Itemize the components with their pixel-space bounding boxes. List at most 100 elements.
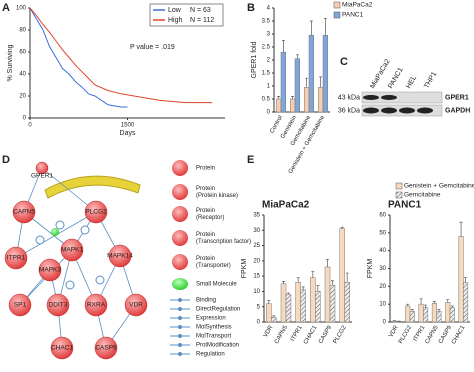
edge-marker xyxy=(95,275,105,285)
y-tick-label: 80 xyxy=(19,28,26,34)
node-label: VDR xyxy=(129,302,143,309)
node-label: MAPK1 xyxy=(61,247,83,254)
panel-label: C xyxy=(340,56,348,68)
node xyxy=(60,238,84,262)
y-tick-label: 60 xyxy=(19,50,26,56)
bar xyxy=(317,87,324,113)
y-axis-label: % Surviving xyxy=(7,44,14,81)
error-bar xyxy=(267,300,271,304)
bar xyxy=(405,305,411,323)
y-tick-label: 2.5 xyxy=(262,45,271,51)
legend-label: Protein xyxy=(196,256,215,262)
y-tick-label: 0 xyxy=(267,110,271,116)
size-label: 43 kDa xyxy=(338,94,360,101)
y-tick-label: 30 xyxy=(379,266,386,272)
y-tick-label: 20 xyxy=(253,258,260,264)
y-tick-label: 20 xyxy=(379,284,386,290)
y-axis-label: FPKM xyxy=(241,259,248,279)
legend-label: Genistein + Gemcitabine xyxy=(404,183,474,190)
legend-icon xyxy=(178,352,182,356)
bar xyxy=(436,311,442,323)
bar xyxy=(289,98,296,113)
band xyxy=(381,95,397,100)
error-bar xyxy=(459,221,463,237)
legend-icon xyxy=(172,278,188,290)
legend-label: (Transporter) xyxy=(196,263,231,269)
y-tick-label: 0 xyxy=(383,320,387,326)
y-tick-label: 60 xyxy=(379,213,386,219)
bar xyxy=(391,320,397,323)
bar xyxy=(266,303,272,323)
bar xyxy=(324,266,331,323)
edge-marker xyxy=(55,220,65,230)
error-bar xyxy=(406,303,410,306)
edge xyxy=(41,167,97,213)
y-tick-label: 1 xyxy=(267,84,271,90)
edge-marker xyxy=(80,225,90,235)
panel-label: D xyxy=(2,154,10,166)
bar xyxy=(322,35,329,113)
node xyxy=(108,244,132,268)
node-label: MAPK3 xyxy=(39,267,61,274)
legend-label: Protein xyxy=(196,208,215,214)
legend-label: Protein xyxy=(196,232,215,238)
membrane xyxy=(44,175,141,199)
legend-icon xyxy=(178,307,182,311)
error-bar xyxy=(309,20,313,36)
panel-label: B xyxy=(247,2,255,14)
bar xyxy=(294,58,301,113)
edge-marker xyxy=(35,235,45,245)
y-tick-label: 30 xyxy=(253,228,260,234)
error-bar xyxy=(311,271,315,278)
protein-label: GAPDH xyxy=(445,107,470,114)
node xyxy=(84,293,108,317)
x-tick-label: PLCG2 xyxy=(333,324,348,345)
bar xyxy=(423,307,429,323)
legend-icon xyxy=(172,160,188,176)
y-axis-label: FPKM xyxy=(367,259,374,279)
legend-label: (Receptor) xyxy=(196,215,224,221)
bar xyxy=(418,303,424,323)
band xyxy=(399,107,415,114)
legend-label: (Protein kinase) xyxy=(196,193,238,199)
node xyxy=(38,258,62,282)
y-tick-label: 40 xyxy=(379,248,386,254)
x-tick-label: CAPN5 xyxy=(274,324,290,345)
error-bar xyxy=(330,280,334,286)
x-tick-label: VDR xyxy=(263,324,275,339)
legend-label: Binding xyxy=(196,298,216,304)
y-tick-label: 2 xyxy=(267,58,271,64)
error-bar xyxy=(305,77,309,88)
node-label: SP1 xyxy=(14,302,27,309)
bar xyxy=(396,321,402,323)
legend-label: (Transcription factor) xyxy=(196,239,251,245)
y-tick-label: 100 xyxy=(16,6,27,12)
bar xyxy=(271,317,277,323)
node xyxy=(4,246,28,270)
legend-label: High xyxy=(168,17,183,24)
error-bar xyxy=(319,76,323,88)
bar xyxy=(445,302,451,323)
legend-label: Low xyxy=(168,7,182,14)
bar xyxy=(303,87,310,113)
node-label: PLCG2 xyxy=(85,209,107,216)
error-bar xyxy=(323,18,327,36)
error-bar xyxy=(424,304,428,308)
lane-label: HEL xyxy=(405,75,418,90)
error-bar xyxy=(281,40,285,53)
error-bar xyxy=(295,54,299,59)
bar xyxy=(300,289,306,323)
legend-swatch xyxy=(333,11,341,19)
legend-label: ProtModification xyxy=(196,343,239,349)
x-tick-label: CHAC1 xyxy=(303,324,319,345)
error-bar xyxy=(392,320,396,322)
legend-n: N = 63 xyxy=(190,7,211,14)
node xyxy=(46,293,70,317)
node xyxy=(50,336,74,360)
node xyxy=(124,293,148,317)
bar xyxy=(409,311,415,323)
chart-title: MiaPaCa2 xyxy=(262,200,310,211)
lane-label: PANC1 xyxy=(387,67,405,90)
node xyxy=(12,200,36,224)
error-bar xyxy=(410,309,414,312)
